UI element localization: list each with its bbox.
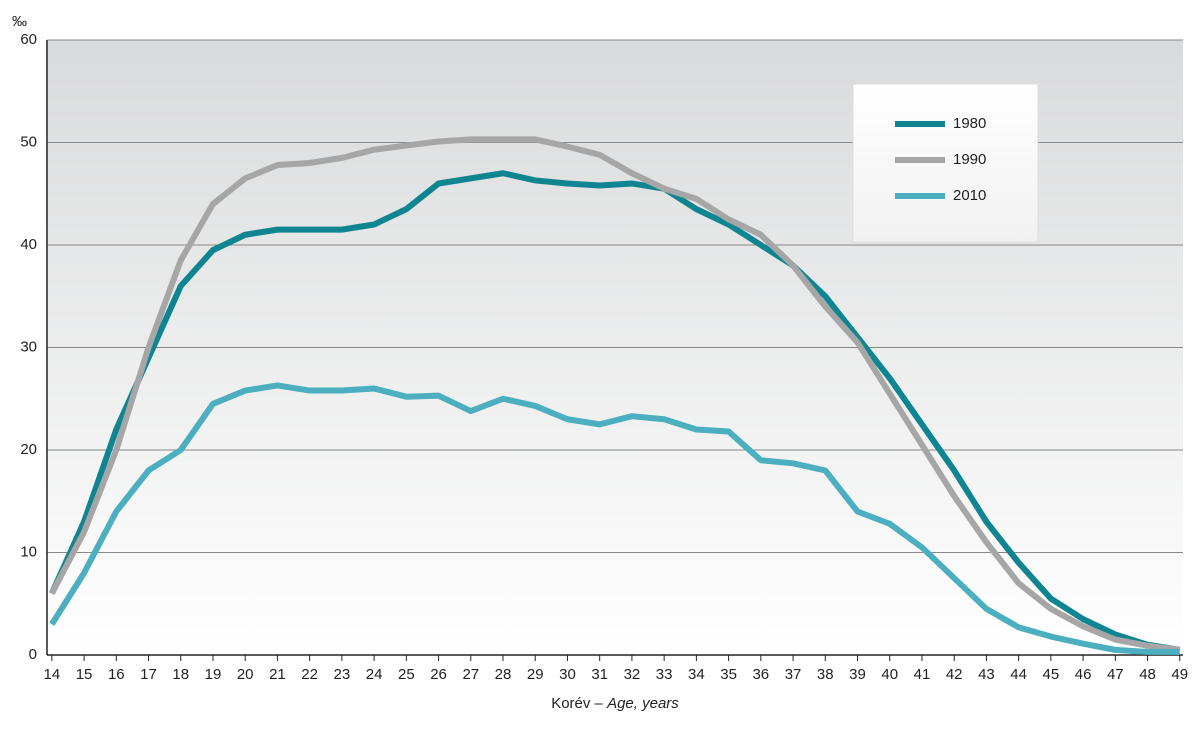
y-tick-label: 30 [20,338,37,355]
y-tick-label: 20 [20,441,37,458]
legend-box [852,83,1039,243]
x-tick-label: 29 [527,666,544,683]
x-tick-label: 18 [172,666,189,683]
x-tick-label: 26 [430,666,447,683]
x-tick-label: 42 [946,666,963,683]
x-tick-label: 43 [978,666,995,683]
x-tick-label: 19 [205,666,222,683]
x-tick-label: 28 [495,666,512,683]
x-tick-label: 16 [108,666,125,683]
x-tick-label: 20 [237,666,254,683]
y-unit: ‰ [12,13,27,30]
x-tick-label: 14 [43,666,60,683]
x-tick-label: 38 [817,666,834,683]
x-tick-label: 37 [785,666,802,683]
x-tick-label: 17 [140,666,157,683]
line-series [49,136,1181,653]
x-tick-label: 24 [366,666,383,683]
y-tick-label: 40 [20,236,37,253]
x-tick-label: 23 [334,666,351,683]
x-tick-label: 32 [624,666,641,683]
x-tick-label: 40 [881,666,898,683]
y-tick-label: 10 [20,543,37,560]
x-tick-label: 21 [269,666,286,683]
x-tick-label: 49 [1171,666,1188,683]
y-tick-label: 60 [20,31,37,48]
x-tick-label: 27 [462,666,479,683]
x-tick-label: 15 [76,666,93,683]
x-tick-label: 34 [688,666,705,683]
x-tick-label: 41 [914,666,931,683]
line-series [49,382,1180,655]
x-tick-label: 45 [1043,666,1060,683]
x-tick-label: 33 [656,666,673,683]
y-tick-label: 50 [20,133,37,150]
legend-label: 2010 [953,187,986,204]
x-tick-label: 44 [1010,666,1027,683]
x-tick-label: 31 [591,666,608,683]
x-tick-label: 25 [398,666,415,683]
x-tick-label: 39 [849,666,866,683]
legend-label: 1990 [953,151,986,168]
x-tick-label: 30 [559,666,576,683]
x-tick-label: 46 [1075,666,1092,683]
y-tick-label: 0 [29,646,37,663]
x-tick-label: 36 [752,666,769,683]
x-tick-label: 47 [1107,666,1124,683]
x-tick-label: 48 [1139,666,1156,683]
x-tick-label: 35 [720,666,737,683]
x-axis-label: Korév – Age, years [551,695,679,712]
x-tick-label: 22 [301,666,318,683]
line-series [49,170,1181,653]
legend-label: 1980 [953,115,986,132]
